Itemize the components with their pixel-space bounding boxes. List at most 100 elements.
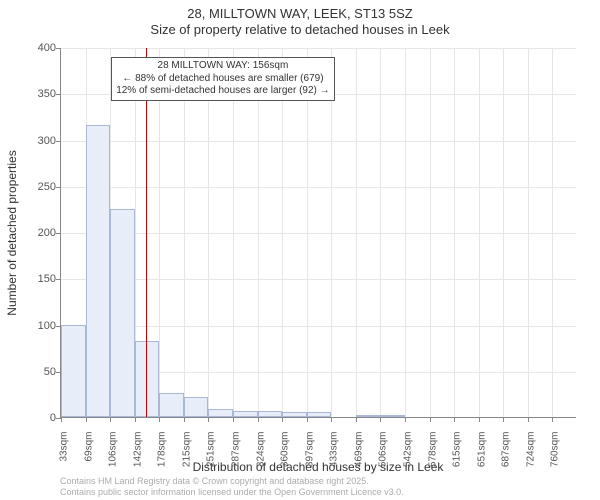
ytick-label: 400 [12,42,56,54]
bar [307,412,332,417]
xtick-label: 433sqm [329,432,340,468]
annotation-line2: 12% of semi-detached houses are larger (… [116,85,329,98]
gridline-vertical [479,48,480,417]
ytick-label: 300 [12,135,56,147]
ytick-label: 100 [12,320,56,332]
xtick-mark [208,417,209,422]
xtick-label: 397sqm [304,432,315,468]
gridline-vertical [552,48,553,417]
xtick-label: 760sqm [550,432,561,468]
gridline-horizontal [61,141,576,142]
plot-area: 28 MILLTOWN WAY: 156sqm← 88% of detached… [60,48,576,418]
xtick-label: 469sqm [353,432,364,468]
gridline-horizontal [61,279,576,280]
xtick-mark [61,417,62,422]
bar [282,412,307,417]
xtick-label: 33sqm [59,432,70,462]
xtick-mark [307,417,308,422]
xtick-label: 142sqm [132,432,143,468]
gridline-vertical [503,48,504,417]
gridline-vertical [331,48,332,417]
bar [86,125,111,417]
gridline-vertical [184,48,185,417]
xtick-mark [454,417,455,422]
annotation-title: 28 MILLTOWN WAY: 156sqm [116,60,329,73]
xtick-label: 324sqm [255,432,266,468]
ytick-mark [56,279,61,280]
gridline-horizontal [61,326,576,327]
xtick-mark [184,417,185,422]
bar [380,415,405,417]
xtick-label: 287sqm [231,432,242,468]
annotation-box: 28 MILLTOWN WAY: 156sqm← 88% of detached… [111,57,334,101]
bar [61,325,86,418]
ytick-label: 50 [12,366,56,378]
bar [110,209,135,417]
xtick-mark [503,417,504,422]
xtick-label: 506sqm [378,432,389,468]
gridline-vertical [258,48,259,417]
bar [258,411,283,417]
ytick-label: 150 [12,273,56,285]
ytick-mark [56,94,61,95]
xtick-label: 215sqm [181,432,192,468]
xtick-label: 360sqm [280,432,291,468]
xtick-label: 69sqm [83,432,94,462]
gridline-horizontal [61,48,576,49]
xtick-mark [356,417,357,422]
ytick-label: 350 [12,88,56,100]
xtick-mark [380,417,381,422]
bar [184,397,209,417]
ytick-mark [56,187,61,188]
gridline-vertical [233,48,234,417]
ytick-mark [56,48,61,49]
xtick-mark [233,417,234,422]
bar [159,393,184,417]
xtick-label: 178sqm [157,432,168,468]
xtick-label: 106sqm [108,432,119,468]
bar [356,415,381,417]
annotation-line1: ← 88% of detached houses are smaller (67… [116,73,329,86]
bar [208,409,233,417]
chart-title-line2: Size of property relative to detached ho… [0,22,600,37]
ytick-mark [56,233,61,234]
xtick-label: 615sqm [452,432,463,468]
gridline-vertical [282,48,283,417]
xtick-mark [159,417,160,422]
chart-title-line1: 28, MILLTOWN WAY, LEEK, ST13 5SZ [0,6,600,21]
bar [233,411,258,417]
xtick-mark [528,417,529,422]
gridline-vertical [528,48,529,417]
gridline-vertical [454,48,455,417]
xtick-label: 542sqm [403,432,414,468]
gridline-vertical [405,48,406,417]
xtick-mark [552,417,553,422]
xtick-mark [110,417,111,422]
gridline-horizontal [61,233,576,234]
gridline-vertical [380,48,381,417]
xtick-label: 578sqm [427,432,438,468]
xtick-mark [405,417,406,422]
gridline-vertical [356,48,357,417]
xtick-label: 724sqm [525,432,536,468]
xtick-mark [331,417,332,422]
xtick-mark [479,417,480,422]
xtick-mark [135,417,136,422]
marker-line [146,48,147,417]
credits-line2: Contains public sector information licen… [60,487,404,498]
gridline-vertical [208,48,209,417]
ytick-label: 250 [12,181,56,193]
gridline-vertical [430,48,431,417]
xtick-mark [430,417,431,422]
gridline-vertical [159,48,160,417]
ytick-label: 0 [12,412,56,424]
xtick-mark [282,417,283,422]
xtick-label: 251sqm [206,432,217,468]
xtick-mark [258,417,259,422]
gridline-horizontal [61,187,576,188]
xtick-label: 687sqm [501,432,512,468]
credits-line1: Contains HM Land Registry data © Crown c… [60,476,404,487]
ytick-mark [56,141,61,142]
credits: Contains HM Land Registry data © Crown c… [60,476,404,498]
gridline-vertical [307,48,308,417]
